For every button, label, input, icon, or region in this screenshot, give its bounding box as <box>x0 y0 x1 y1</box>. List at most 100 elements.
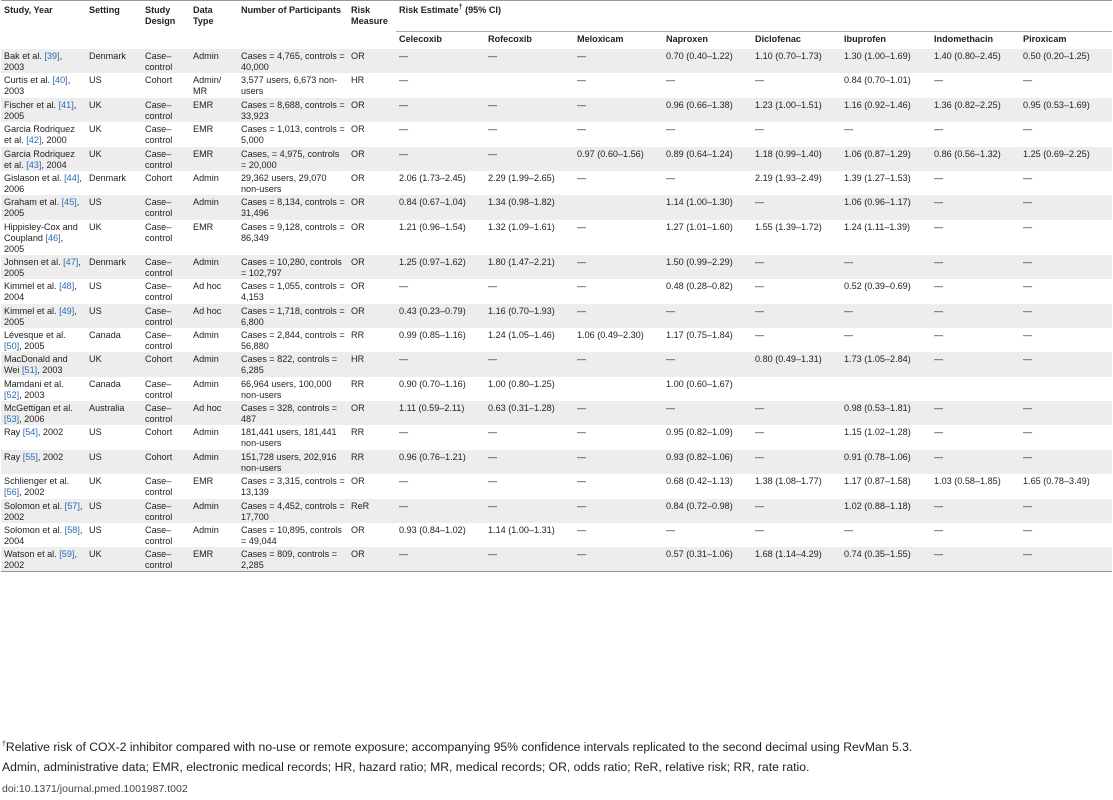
cell-data-type: EMR <box>190 547 238 573</box>
cell-estimate: 0.91 (0.78–1.06) <box>841 449 931 475</box>
cell-estimate: — <box>934 124 944 135</box>
cell-setting: US <box>89 427 102 438</box>
cell-estimate: 1.00 (0.60–1.67) <box>666 378 733 389</box>
cell-estimate: 0.50 (0.20–1.25) <box>1020 49 1113 74</box>
reference-link[interactable]: [43] <box>26 159 42 170</box>
cell-estimate: 1.32 (1.09–1.61) <box>488 221 555 232</box>
cell-setting: Canada <box>89 378 121 389</box>
reference-link[interactable]: [39] <box>44 51 60 61</box>
cell-estimate: — <box>577 281 587 292</box>
header-risk-estimate: Risk Estimate† (95% CI) <box>399 3 501 15</box>
cell-estimate: — <box>844 124 854 135</box>
cell-setting: US <box>89 75 102 86</box>
reference-link[interactable]: [48] <box>59 281 75 292</box>
cell-study: MacDonald and Wei [51], 2003 <box>1 352 86 377</box>
table-row: Lévesque et al. [50], 2005 Canada Case–con… <box>1 328 1112 352</box>
cell-estimate: 1.40 (0.80–2.45) <box>931 49 1020 74</box>
cell-participants: 151,728 users, 202,916 non-users <box>238 449 348 475</box>
cell-estimate: 0.95 (0.53–1.69) <box>1020 97 1113 123</box>
cell-study: McGettigan et al. [53], 2006 <box>1 401 86 426</box>
cell-estimate: 1.02 (0.88–1.18) <box>841 498 931 524</box>
cell-estimate: 1.23 (1.00–1.51) <box>752 97 841 123</box>
cell-design: Case–control <box>142 49 190 74</box>
cell-estimate: — <box>574 303 663 328</box>
cell-estimate: 2.19 (1.93–2.49) <box>755 172 822 183</box>
header-drug: Naproxen <box>663 31 752 49</box>
table-body: Bak et al. [39], 2003 Denmark Case–control… <box>1 49 1113 573</box>
table-row: Hippisley-Cox and Coupland [46], 2005 UK C… <box>1 220 1112 255</box>
cell-estimate <box>841 377 931 401</box>
reference-link[interactable]: [54] <box>22 427 38 438</box>
cell-data-type: Admin/ MR <box>193 75 222 97</box>
cell-design: Case–control <box>142 547 190 573</box>
cell-setting: US <box>89 525 102 536</box>
cell-estimate: — <box>1023 525 1033 536</box>
cell-estimate: 1.16 (0.70–1.93) <box>485 303 574 328</box>
cell-participants: 29,362 users, 29,070 non-users <box>241 172 327 194</box>
cell-estimate: — <box>577 525 587 536</box>
cell-data-type: EMR <box>193 221 214 232</box>
cell-setting: UK <box>89 124 102 135</box>
cell-estimate: 1.10 (0.70–1.73) <box>752 49 841 74</box>
cell-study: Garcia Rodriquez et al. [43], 2004 <box>1 146 86 171</box>
cell-estimate: — <box>1020 352 1113 377</box>
cell-design: Case–control <box>145 124 173 146</box>
cell-study: Garcia Rodriquez et al. [42], 2000 <box>4 124 75 146</box>
cell-data-type: Admin <box>190 195 238 220</box>
cell-estimate: 0.93 (0.82–1.06) <box>663 449 752 475</box>
cell-estimate: — <box>574 254 663 280</box>
reference-link[interactable]: [47] <box>63 256 79 267</box>
cell-risk-measure: OR <box>351 476 365 487</box>
header-drug: Meloxicam <box>574 31 663 49</box>
cell-data-type: Admin <box>193 378 219 389</box>
cell-risk-measure: OR <box>348 547 396 573</box>
cell-participants: 181,441 users, 181,441 non-users <box>241 427 337 449</box>
reference-link[interactable]: [53] <box>4 414 20 425</box>
cell-estimate: — <box>934 427 944 438</box>
reference-link[interactable]: [56] <box>4 487 20 498</box>
cell-estimate: — <box>577 221 587 232</box>
cell-estimate: 1.73 (1.05–2.84) <box>841 352 931 377</box>
cell-estimate: — <box>488 124 498 135</box>
cell-estimate: — <box>396 97 485 123</box>
reference-link[interactable]: [46] <box>45 232 61 243</box>
reference-link[interactable]: [51] <box>22 365 38 376</box>
cell-estimate: — <box>934 172 944 183</box>
cell-study: Ray [54], 2002 <box>4 427 64 438</box>
cell-estimate: — <box>663 401 752 426</box>
reference-link[interactable]: [59] <box>59 549 75 560</box>
reference-link[interactable]: [42] <box>26 135 42 146</box>
reference-link[interactable]: [41] <box>58 99 74 110</box>
cell-participants: Cases = 2,844, controls = 56,880 <box>241 329 345 351</box>
cell-estimate: 0.43 (0.23–0.79) <box>396 303 485 328</box>
cell-setting: UK <box>89 221 102 232</box>
cell-estimate: — <box>931 449 1020 475</box>
cell-setting: Canada <box>89 329 121 340</box>
cell-estimate: — <box>666 172 676 183</box>
reference-link[interactable]: [49] <box>59 305 75 316</box>
cell-study: Kimmel et al. [49], 2005 <box>1 303 86 328</box>
cell-estimate: — <box>752 449 841 475</box>
cell-estimate: — <box>931 401 1020 426</box>
reference-link[interactable]: [55] <box>22 451 38 462</box>
cell-study: Schlienger et al. [56], 2002 <box>4 476 70 498</box>
cell-data-type: Admin <box>190 498 238 524</box>
cell-estimate: — <box>577 427 587 438</box>
reference-link[interactable]: [44] <box>64 172 80 183</box>
cell-estimate: — <box>577 476 587 487</box>
cell-estimate: — <box>577 75 587 86</box>
reference-link[interactable]: [57] <box>64 500 80 511</box>
reference-link[interactable]: [40] <box>52 75 68 86</box>
cell-estimate: 1.17 (0.87–1.58) <box>844 476 911 487</box>
footnote-relative-risk: †Relative risk of COX-2 inhibitor compar… <box>2 740 913 754</box>
cell-estimate: — <box>752 498 841 524</box>
cell-estimate: — <box>485 449 574 475</box>
reference-link[interactable]: [52] <box>4 389 20 400</box>
cell-estimate: 2.29 (1.99–2.65) <box>488 172 555 183</box>
cell-data-type: Ad hoc <box>190 401 238 426</box>
cell-data-type: Admin <box>193 427 219 438</box>
reference-link[interactable]: [58] <box>64 525 80 536</box>
reference-link[interactable]: [45] <box>61 197 77 208</box>
header-drug: Celecoxib <box>396 31 485 49</box>
reference-link[interactable]: [50] <box>4 340 20 351</box>
